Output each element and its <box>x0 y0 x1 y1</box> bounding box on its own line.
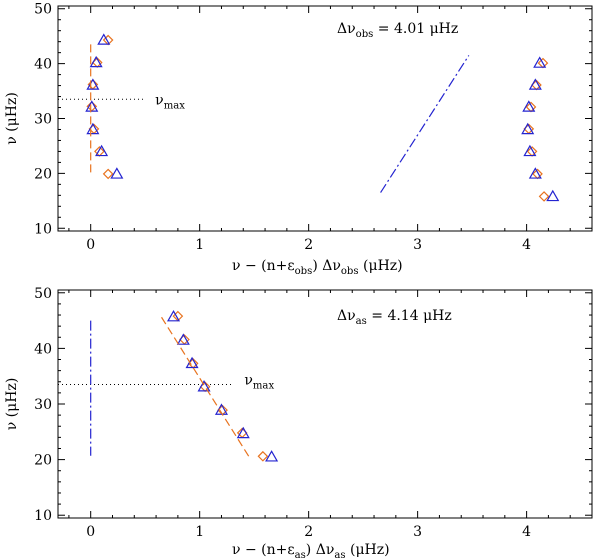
subscript-part: obs <box>356 29 374 40</box>
y-tick-label: 30 <box>34 397 52 413</box>
subscript-part: as <box>295 550 306 560</box>
label-part: = 4.14 μHz <box>367 308 452 324</box>
diamond-marker <box>102 168 114 180</box>
label-part: (μHz) <box>359 258 403 274</box>
y-tick-label: 10 <box>34 508 52 524</box>
triangle-marker <box>236 426 250 439</box>
subscript-part: obs <box>341 266 359 277</box>
triangle-marker <box>185 356 199 369</box>
triangle-marker <box>523 144 537 157</box>
x-tick-label: 4 <box>522 524 531 540</box>
label-part: ν <box>244 373 253 389</box>
triangle-marker <box>166 309 181 322</box>
x-tick-label: 0 <box>86 237 95 253</box>
dash-dot-line <box>380 55 470 193</box>
y-tick-label: 40 <box>34 341 52 357</box>
triangle-marker <box>265 450 279 462</box>
x-tick-label: 4 <box>522 237 531 253</box>
numax-label: νmax <box>155 92 185 111</box>
plot-frame <box>57 289 593 519</box>
triangle-marker <box>533 56 547 68</box>
triangle-marker <box>197 380 211 392</box>
delta-nu-annotation: Δνas = 4.14 μHz <box>337 308 452 327</box>
x-tick-label: 2 <box>304 237 313 253</box>
triangle-marker <box>528 167 542 179</box>
y-tick-label: 30 <box>34 112 52 128</box>
plot-frame <box>57 5 593 232</box>
triangle-marker <box>546 189 560 202</box>
delta-nu-annotation: Δνobs = 4.01 μHz <box>337 21 458 40</box>
x-tick-label: 3 <box>413 524 422 540</box>
triangle-marker <box>528 78 542 90</box>
label-part: ) Δν <box>306 542 335 558</box>
triangle-marker <box>176 333 190 345</box>
y-tick-label: 20 <box>34 453 52 469</box>
triangle-marker <box>110 167 124 179</box>
triangle-marker <box>85 100 99 112</box>
label-part: ) Δν <box>312 258 341 274</box>
x-axis-label: ν − (n+εobs) Δνobs (μHz) <box>232 258 403 277</box>
triangle-marker <box>522 100 536 112</box>
label-part: ν <box>155 92 164 108</box>
y-axis-label: ν (μHz) <box>4 378 20 431</box>
label-part: = 4.01 μHz <box>373 21 458 37</box>
label-part: ν − (n+ε <box>232 258 295 274</box>
y-tick-label: 20 <box>34 166 52 182</box>
diamond-marker <box>257 450 269 462</box>
label-part: ν − (n+ε <box>232 542 295 558</box>
y-tick-label: 10 <box>34 221 52 237</box>
x-tick-label: 3 <box>413 237 422 253</box>
x-tick-label: 1 <box>195 237 204 253</box>
diamond-marker <box>538 191 550 202</box>
triangle-marker <box>89 55 103 68</box>
subscript-part: as <box>334 550 345 560</box>
subscript-part: as <box>356 316 367 327</box>
triangle-marker <box>521 122 535 135</box>
subscript-part: obs <box>295 266 313 277</box>
numax-label: νmax <box>244 373 274 392</box>
y-axis-label: ν (μHz) <box>4 92 20 145</box>
label-part: Δν <box>337 21 356 37</box>
y-tick-label: 40 <box>34 57 52 73</box>
dashed-trend-line <box>161 316 250 457</box>
label-part: (μHz) <box>346 542 390 558</box>
x-axis-label: ν − (n+εas) Δνas (μHz) <box>232 542 390 560</box>
subscript-part: max <box>253 381 275 392</box>
x-tick-label: 2 <box>304 524 313 540</box>
triangle-marker <box>95 144 109 157</box>
y-tick-label: 50 <box>34 286 52 302</box>
subscript-part: max <box>164 100 186 111</box>
y-tick-label: 50 <box>34 2 52 18</box>
triangle-marker <box>97 33 111 45</box>
x-tick-label: 0 <box>86 524 95 540</box>
label-part: Δν <box>337 308 356 324</box>
x-tick-label: 1 <box>195 524 204 540</box>
